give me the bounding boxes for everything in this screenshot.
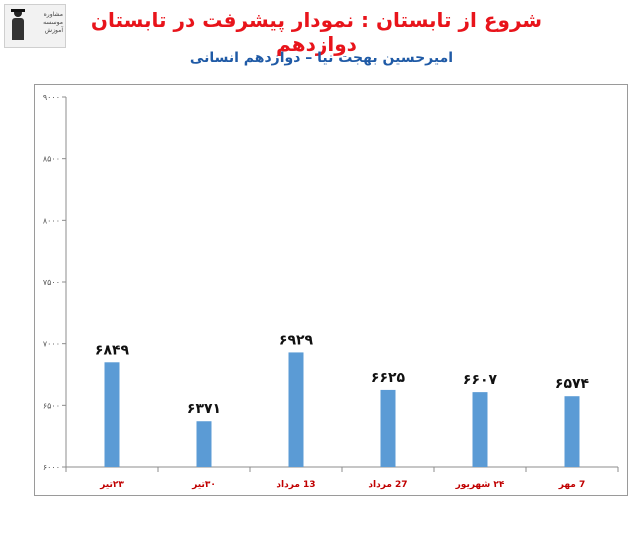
y-tick-label: ۷۰۰۰ [43,340,60,349]
data-label: ۶۸۴۹ [95,342,130,358]
page-subtitle: امیرحسین بهجت نیا – دوازدهم انسانی [189,50,454,66]
y-tick-label: ۷۵۰۰ [43,278,60,287]
person-figure-icon [11,9,25,41]
y-tick-label: ۹۰۰۰ [43,93,60,102]
data-label: ۶۶۰۷ [463,372,498,388]
data-label: ۶۹۲۹ [279,332,314,348]
page-title: شروع از تابستان : نمودار پیشرفت در تابست… [90,8,543,56]
y-tick-label: ۶۵۰۰ [43,401,60,410]
y-tick-label: ۸۵۰۰ [43,155,60,164]
y-tick-label: ۸۰۰۰ [43,216,60,225]
bar [564,396,580,467]
x-tick-label: 13 مرداد [276,480,315,490]
data-label: ۶۶۲۵ [371,370,406,386]
y-tick-label: ۶۰۰۰ [43,463,60,472]
x-tick-label: 27 مرداد [368,480,407,490]
bar [288,352,304,467]
chart-frame [34,84,628,496]
x-tick-label: ۳۰تیر [191,480,216,490]
data-label: ۶۵۷۴ [555,376,590,392]
bar [104,362,120,467]
x-tick-label: ۲۴ شهریور [455,480,505,490]
bar [196,421,212,467]
logo-text: مشاوره موسسه آموزش [43,11,63,34]
x-tick-label: ۲۳تیر [99,480,124,490]
logo: مشاوره موسسه آموزش [4,4,66,48]
bar [472,392,488,467]
data-label: ۶۳۷۱ [187,401,221,417]
bar [380,389,396,467]
x-tick-label: 7 مهر [558,480,586,490]
